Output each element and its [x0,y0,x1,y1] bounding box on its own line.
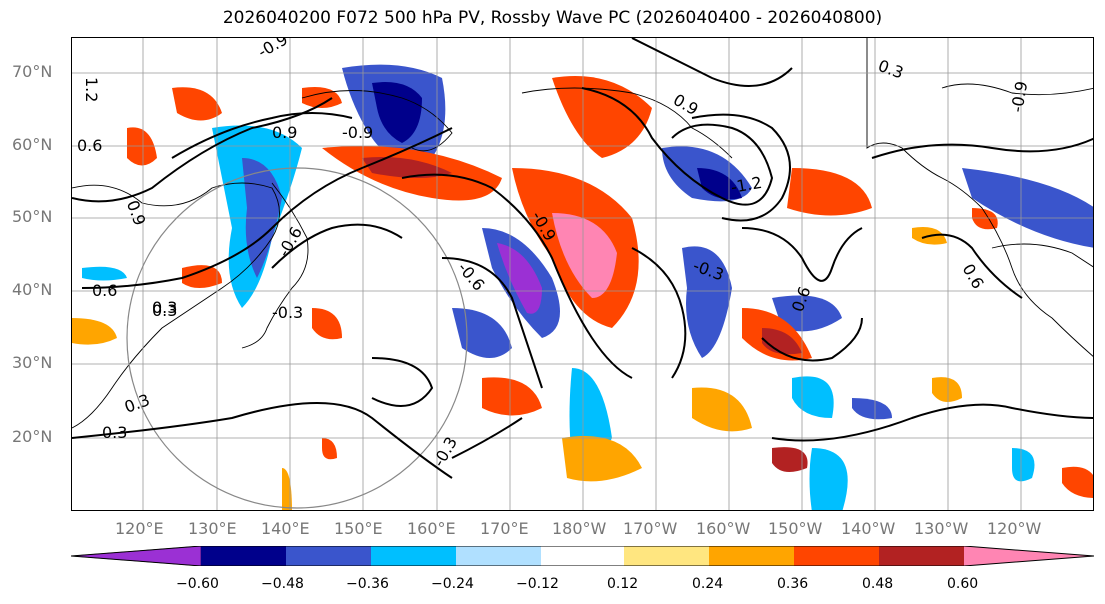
contour-label: -0.9 [1007,80,1031,114]
contour-label: 0.6 [959,261,988,293]
contour-label: 0.6 [92,281,117,300]
lon-label-170e: 170°E [480,519,529,538]
colorbar-tick: 0.60 [947,576,979,592]
contour-label: 0.3 [152,301,177,320]
map-canvas: 1.2 -0.9 0.6 -0.9 0.9 0.3 -0.9 0.9 -0.3 … [72,38,1093,510]
lat-label-50n: 50°N [12,207,53,226]
contour-label: 0.9 [272,123,297,142]
contour-label: 0.3 [102,423,127,442]
graticule [72,38,1093,510]
lon-label-150w: 150°W [768,519,823,538]
lat-label-20n: 20°N [12,427,53,446]
contour-label: 0.9 [123,198,150,228]
lon-label-160w: 160°W [696,519,751,538]
colorbar-segment [709,546,794,566]
lon-label-180w: 180°W [552,519,607,538]
contour-label: -0.3 [272,303,303,322]
colorbar [71,546,1094,566]
contour-label: -1.2 [729,173,763,197]
lon-label-120e: 120°E [115,519,164,538]
contour-label: 0.3 [122,390,152,417]
colorbar-segment [371,546,456,566]
map-title: 2026040200 F072 500 hPa PV, Rossby Wave … [222,8,883,28]
pv-shading [72,64,1093,510]
colorbar-tick: 0.48 [862,576,894,592]
colorbar-tick: −0.60 [176,576,219,592]
contour-label: 0.9 [670,90,702,119]
lon-label-130e: 130°E [188,519,237,538]
colorbar-segment [541,546,624,566]
pv-contours [72,38,1093,479]
lon-label-170w: 170°W [623,519,678,538]
colorbar-segment [794,546,879,566]
contour-label: 0.3 [876,56,906,83]
lon-label-130w: 130°W [914,519,969,538]
contour-label: 0.3 [152,298,177,317]
contour-label: 0.6 [77,136,102,155]
colorbar-segment [71,546,202,566]
reference-circle [126,167,468,509]
lon-label-150e: 150°E [334,519,383,538]
lat-label-30n: 30°N [12,353,53,372]
colorbar-tick: −0.24 [431,576,474,592]
colorbar-segment [879,546,964,566]
contour-label: -0.6 [274,223,306,260]
colorbar-segment [286,546,371,566]
colorbar-segment [201,546,286,566]
lat-label-40n: 40°N [12,280,53,299]
colorbar-segment [624,546,709,566]
lat-label-70n: 70°N [12,62,53,81]
colorbar-segment [964,546,1094,566]
colorbar-tick: 0.36 [777,576,809,592]
lon-label-160e: 160°E [407,519,456,538]
colorbar-tick: 0.24 [692,576,724,592]
lat-label-60n: 60°N [12,135,53,154]
contour-label: -0.6 [454,258,489,294]
map-panel: 1.2 -0.9 0.6 -0.9 0.9 0.3 -0.9 0.9 -0.3 … [71,37,1094,511]
contour-label: 1.2 [82,77,101,102]
colorbar-tick: −0.36 [346,576,389,592]
contour-label: -0.9 [342,123,373,142]
lon-label-140w: 140°W [841,519,896,538]
lon-label-140e: 140°E [261,519,310,538]
coastlines [72,38,1093,429]
colorbar-segment [456,546,541,566]
colorbar-tick: 0.12 [607,576,639,592]
contour-label: -0.9 [255,38,292,61]
colorbar-tick: −0.12 [516,576,559,592]
lon-label-120w: 120°W [987,519,1042,538]
colorbar-tick: −0.48 [261,576,304,592]
